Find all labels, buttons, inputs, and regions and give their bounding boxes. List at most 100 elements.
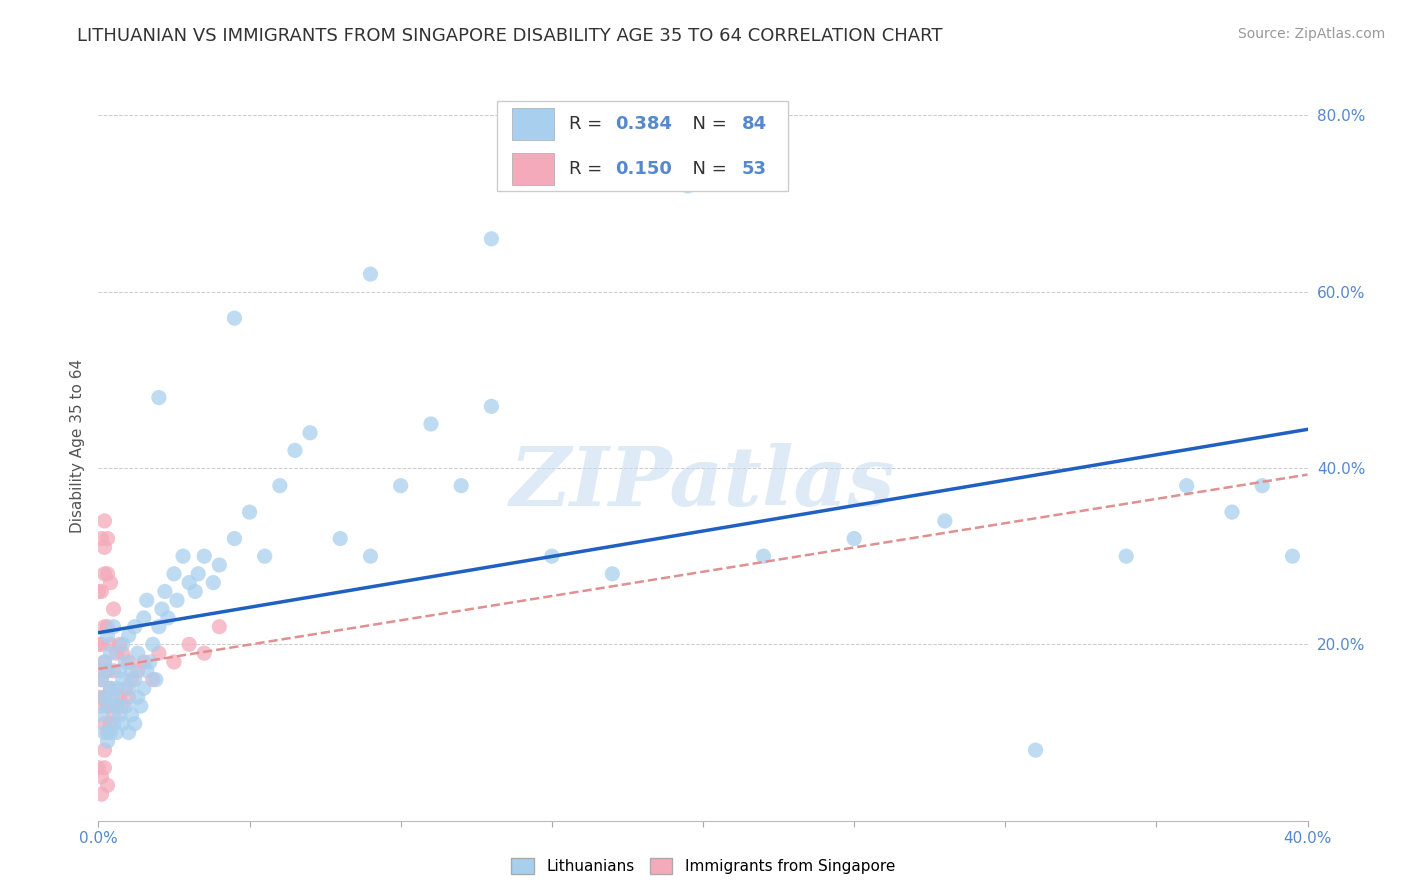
Point (1251, 478, 1274, 492)
Point (118, 628, 141, 642)
Point (87, 761, 110, 775)
Point (93, 566, 115, 581)
Point (105, 681, 128, 696)
Point (103, 620, 125, 634)
Point (87, 637, 110, 651)
Point (93, 690, 115, 705)
Point (90, 770, 112, 784)
Point (127, 646, 149, 660)
Point (121, 664, 143, 678)
Point (100, 637, 122, 651)
Point (329, 532, 352, 546)
Point (103, 707, 125, 722)
Point (127, 690, 149, 705)
Point (121, 673, 143, 687)
Point (108, 637, 131, 651)
Point (96, 664, 118, 678)
Point (108, 664, 131, 678)
Point (118, 681, 141, 696)
Point (87, 584, 110, 599)
Point (1024, 743, 1046, 757)
Point (90, 699, 112, 714)
Point (103, 664, 125, 678)
Point (676, 178, 699, 193)
Point (90, 707, 112, 722)
Point (156, 611, 179, 625)
Point (108, 707, 131, 722)
Point (481, 232, 503, 246)
Point (93, 743, 115, 757)
Text: 0.384: 0.384 (614, 115, 672, 133)
Point (540, 549, 562, 564)
Point (118, 655, 141, 669)
FancyBboxPatch shape (512, 108, 554, 139)
Point (96, 778, 118, 792)
Point (118, 725, 141, 739)
Legend: Lithuanians, Immigrants from Singapore: Lithuanians, Immigrants from Singapore (505, 852, 901, 880)
Point (96, 566, 118, 581)
Point (93, 716, 115, 731)
Point (752, 549, 775, 564)
Point (96, 734, 118, 748)
Point (360, 267, 382, 281)
Point (224, 532, 246, 546)
Point (96, 620, 118, 634)
Point (96, 699, 118, 714)
Point (87, 690, 110, 705)
FancyBboxPatch shape (498, 102, 787, 191)
Point (269, 478, 291, 492)
Point (239, 505, 262, 519)
Point (420, 417, 443, 431)
Point (96, 532, 118, 546)
Point (100, 681, 122, 696)
Point (93, 541, 115, 555)
Point (90, 673, 112, 687)
Point (389, 478, 412, 492)
Point (111, 673, 134, 687)
Point (93, 690, 115, 705)
Point (187, 566, 209, 581)
Point (1115, 549, 1137, 564)
Text: Source: ZipAtlas.com: Source: ZipAtlas.com (1237, 27, 1385, 41)
Point (179, 575, 201, 590)
Point (193, 549, 215, 564)
Point (114, 655, 136, 669)
Text: N =: N = (682, 115, 733, 133)
Point (172, 549, 194, 564)
Point (108, 690, 131, 705)
Point (148, 620, 170, 634)
Text: 53: 53 (742, 160, 766, 178)
Point (100, 725, 122, 739)
Point (253, 549, 276, 564)
Point (1220, 505, 1243, 519)
Point (179, 637, 201, 651)
Text: 84: 84 (742, 115, 766, 133)
Point (450, 478, 472, 492)
Point (163, 655, 186, 669)
Point (93, 655, 115, 669)
Point (96, 699, 118, 714)
Point (166, 593, 188, 607)
Point (93, 514, 115, 528)
Point (90, 532, 112, 546)
Point (90, 787, 112, 801)
Point (111, 699, 134, 714)
Point (93, 655, 115, 669)
Point (111, 646, 134, 660)
Point (100, 716, 122, 731)
Text: 0.150: 0.150 (614, 160, 672, 178)
Point (844, 532, 866, 546)
Point (135, 593, 157, 607)
Point (132, 681, 155, 696)
Point (602, 566, 624, 581)
Point (114, 681, 136, 696)
Point (90, 584, 112, 599)
Point (103, 716, 125, 731)
Point (208, 620, 231, 634)
Point (105, 699, 128, 714)
Point (142, 673, 165, 687)
Point (1281, 549, 1303, 564)
Point (90, 673, 112, 687)
Text: LITHUANIAN VS IMMIGRANTS FROM SINGAPORE DISABILITY AGE 35 TO 64 CORRELATION CHAR: LITHUANIAN VS IMMIGRANTS FROM SINGAPORE … (77, 27, 943, 45)
Point (114, 699, 136, 714)
